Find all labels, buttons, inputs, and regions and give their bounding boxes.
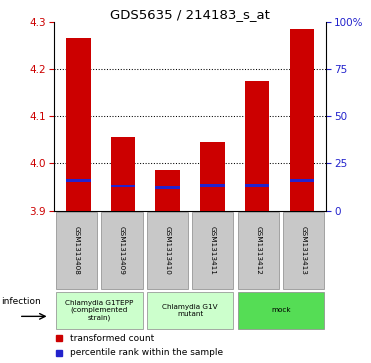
Bar [111, 138, 135, 211]
Bar [192, 212, 233, 289]
Text: Chlamydia G1V
mutant: Chlamydia G1V mutant [162, 304, 218, 317]
Bar [155, 187, 180, 189]
Bar [238, 212, 279, 289]
Bar [290, 179, 314, 182]
Bar [101, 212, 142, 289]
Text: mock: mock [271, 307, 291, 313]
Bar [290, 29, 314, 211]
Text: transformed count: transformed count [70, 334, 154, 343]
Text: GSM1313412: GSM1313412 [255, 226, 261, 275]
Bar [66, 38, 91, 211]
Bar [66, 179, 91, 182]
Text: Chlamydia G1TEPP
(complemented
strain): Chlamydia G1TEPP (complemented strain) [65, 300, 134, 321]
Title: GDS5635 / 214183_s_at: GDS5635 / 214183_s_at [110, 8, 270, 21]
Text: GSM1313409: GSM1313409 [119, 226, 125, 275]
Text: GSM1313408: GSM1313408 [73, 226, 79, 275]
Text: GSM1313410: GSM1313410 [164, 226, 170, 275]
Bar [111, 185, 135, 187]
Bar [245, 184, 269, 187]
Bar [238, 292, 324, 329]
Bar [200, 184, 225, 187]
Bar [56, 212, 97, 289]
Text: infection: infection [1, 297, 41, 306]
Bar [56, 292, 142, 329]
Bar [155, 171, 180, 211]
Bar [283, 212, 324, 289]
Text: GSM1313411: GSM1313411 [210, 226, 216, 275]
Bar [147, 212, 188, 289]
Bar [245, 81, 269, 211]
Bar [200, 142, 225, 211]
Text: percentile rank within the sample: percentile rank within the sample [70, 348, 223, 358]
Bar [147, 292, 233, 329]
Text: GSM1313413: GSM1313413 [301, 226, 307, 275]
